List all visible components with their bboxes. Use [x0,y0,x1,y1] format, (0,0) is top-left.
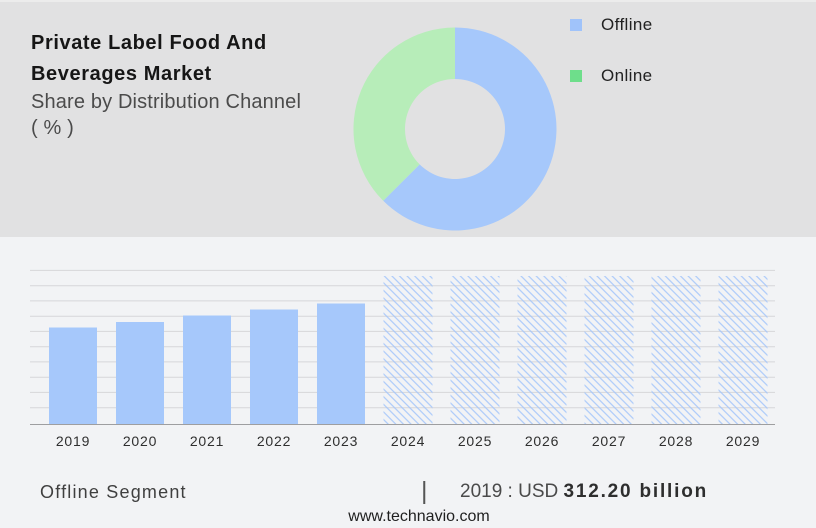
svg-text:2025: 2025 [458,433,492,449]
svg-text:2022: 2022 [257,433,291,449]
svg-text:2027: 2027 [592,433,626,449]
svg-text:2029: 2029 [726,433,760,449]
svg-text:2024: 2024 [391,433,425,449]
svg-text:2019: 2019 [56,433,90,449]
svg-text:2026: 2026 [525,433,559,449]
svg-text:2021: 2021 [190,433,224,449]
svg-text:2020: 2020 [123,433,157,449]
svg-text:2023: 2023 [324,433,358,449]
svg-text:2028: 2028 [659,433,693,449]
